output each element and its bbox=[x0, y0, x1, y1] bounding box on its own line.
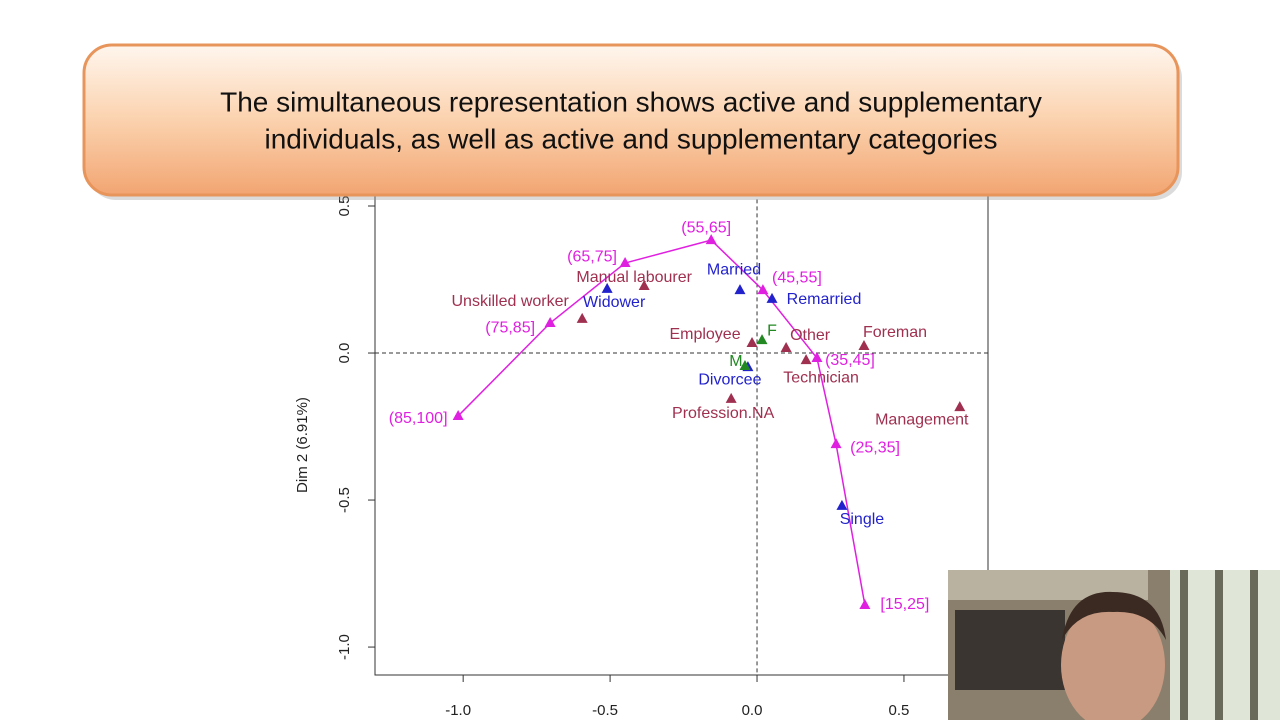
point-label: Other bbox=[790, 327, 831, 344]
point bbox=[725, 392, 737, 403]
plot: -1.0 -0.5 0.0 0.5 -1.0 -0.5 0.0 0.5 Dim 2 (6.91%… bbox=[294, 184, 989, 719]
point bbox=[544, 317, 556, 328]
point-label: (65,75] bbox=[567, 248, 617, 265]
point bbox=[452, 409, 464, 420]
callout-box bbox=[82, 43, 1180, 197]
callout-line: The simultaneous representation shows ac… bbox=[220, 86, 1042, 117]
point bbox=[734, 284, 746, 295]
point bbox=[576, 312, 588, 323]
point-label: (85,100] bbox=[389, 410, 448, 427]
point-label: Manual labourer bbox=[576, 269, 692, 286]
x-tick-label: -0.5 bbox=[592, 702, 618, 719]
webcam bbox=[948, 570, 1280, 720]
point-label: Remarried bbox=[787, 291, 862, 308]
point-label: Divorcee bbox=[698, 371, 761, 388]
point bbox=[601, 282, 613, 293]
point-label: Management bbox=[875, 411, 969, 428]
overlay: The simultaneous representation shows ac… bbox=[82, 43, 1280, 720]
point bbox=[638, 279, 650, 290]
point bbox=[766, 292, 778, 303]
point-label: (45,55] bbox=[772, 269, 822, 286]
point-label: F bbox=[767, 322, 777, 339]
point bbox=[800, 354, 812, 365]
x-tick-label: -1.0 bbox=[445, 702, 471, 719]
point bbox=[954, 401, 966, 412]
books bbox=[955, 610, 1065, 690]
x-tick-label: 0.5 bbox=[889, 702, 910, 719]
face bbox=[1061, 600, 1165, 720]
point-label: Technician bbox=[783, 369, 859, 386]
blind bbox=[1215, 570, 1223, 720]
point-label: Married bbox=[707, 261, 761, 278]
point bbox=[836, 499, 848, 510]
point bbox=[756, 334, 768, 345]
window bbox=[1170, 570, 1280, 720]
y-tick-label: -0.5 bbox=[336, 487, 353, 513]
point-label: (25,35] bbox=[850, 439, 900, 456]
point bbox=[858, 339, 870, 350]
point bbox=[830, 438, 842, 449]
point-label: Unskilled worker bbox=[451, 293, 569, 310]
series-line bbox=[457, 239, 866, 606]
point bbox=[811, 352, 823, 363]
hair bbox=[1062, 591, 1166, 640]
point bbox=[859, 599, 871, 610]
y-tick-label: 0.5 bbox=[336, 196, 353, 217]
blind bbox=[1250, 570, 1258, 720]
y-tick-label: -1.0 bbox=[336, 634, 353, 660]
point-label: (75,85] bbox=[485, 319, 535, 336]
point bbox=[757, 284, 769, 295]
callout-line: individuals, as well as active and suppl… bbox=[264, 123, 997, 154]
y-tick-label: 0.0 bbox=[336, 343, 353, 364]
x-tick-label: 0.0 bbox=[742, 702, 763, 719]
point bbox=[619, 257, 631, 268]
point-label: (55,65] bbox=[681, 219, 731, 236]
point bbox=[739, 359, 751, 370]
point-label: Employee bbox=[669, 326, 740, 343]
point-label: M bbox=[729, 353, 742, 370]
blind bbox=[1180, 570, 1188, 720]
point-label: Profession.NA bbox=[672, 405, 775, 422]
point bbox=[780, 342, 792, 353]
point-label: (35,45] bbox=[825, 352, 875, 369]
point bbox=[746, 337, 758, 348]
point bbox=[705, 234, 717, 245]
point-label: [15,25] bbox=[880, 596, 929, 613]
y-axis-label: Dim 2 (6.91%) bbox=[294, 397, 311, 493]
point-label: Foreman bbox=[863, 324, 927, 341]
point-label: Single bbox=[840, 511, 885, 528]
point-label: Widower bbox=[583, 294, 646, 311]
